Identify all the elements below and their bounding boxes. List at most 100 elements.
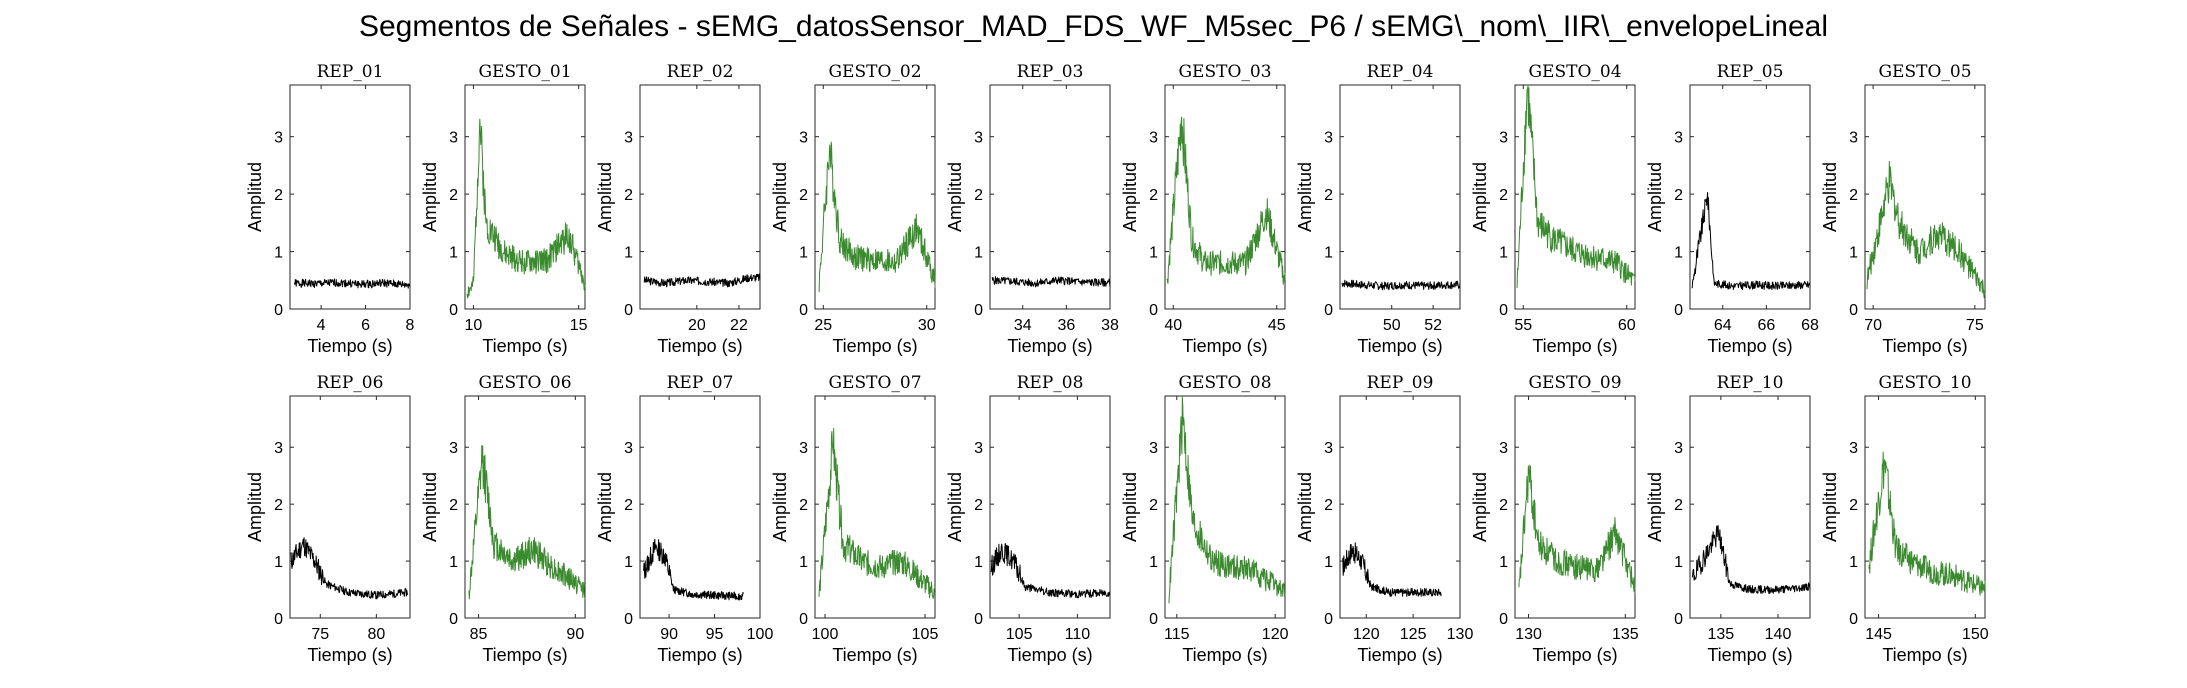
signal-line-gesto-08: [1168, 396, 1286, 604]
y-tick-label: 3: [799, 440, 808, 457]
y-tick-label: 0: [1499, 302, 1508, 319]
x-tick-label: 64: [1714, 317, 1732, 334]
y-tick-label: 2: [974, 497, 983, 514]
x-tick-label: 20: [688, 317, 706, 334]
y-tick-label: 1: [1849, 245, 1858, 262]
axes-box: [1339, 84, 1461, 310]
y-tick-label: 2: [624, 497, 633, 514]
subplot-rep-05: 0 1 2 3 64 66 68 REP_05 Tiempo (s) Amplitud: [1645, 62, 1819, 356]
x-tick-label: 75: [311, 626, 329, 643]
x-tick-label: 150: [1962, 626, 1989, 643]
y-tick-label: 0: [1149, 611, 1158, 628]
y-tick-label: 0: [1499, 611, 1508, 628]
signal-line-rep-10: [1691, 525, 1811, 594]
x-tick-label: 45: [1268, 317, 1286, 334]
y-tick-label: 2: [974, 187, 983, 204]
x-axis-label: Tiempo (s): [1532, 336, 1617, 356]
y-tick-label: 0: [1324, 611, 1333, 628]
axes-box: [1689, 395, 1811, 619]
x-axis-label: Tiempo (s): [832, 645, 917, 665]
x-tick-label: 85: [470, 626, 488, 643]
y-tick-label: 0: [974, 302, 983, 319]
axes-box: [1339, 395, 1461, 619]
y-tick-label: 3: [274, 440, 283, 457]
y-tick-label: 3: [1324, 440, 1333, 457]
signal-line-rep-04: [1341, 279, 1461, 291]
y-axis-label: Amplitud: [1645, 472, 1665, 542]
axes-box: [814, 395, 936, 619]
signal-line-gesto-10: [1868, 451, 1986, 596]
subplot-rep-07: 0 1 2 3 90 95 100 REP_07 Tiempo (s) Amplitud: [595, 373, 773, 665]
subplot-title: REP_01: [317, 62, 384, 82]
x-tick-label: 80: [367, 626, 385, 643]
y-tick-label: 2: [799, 187, 808, 204]
subplot-title: GESTO_10: [1878, 373, 1971, 393]
y-tick-label: 3: [799, 130, 808, 147]
x-tick-label: 145: [1865, 626, 1892, 643]
y-tick-label: 2: [1674, 187, 1683, 204]
signal-line-gesto-02: [818, 141, 936, 293]
subplot-gesto-03: 0 1 2 3 40 45 GESTO_03 Tiempo (s) Amplitud: [1120, 62, 1286, 356]
y-tick-label: 2: [1324, 497, 1333, 514]
x-tick-label: 70: [1864, 317, 1882, 334]
y-tick-label: 1: [1674, 554, 1683, 571]
signal-line-rep-07: [643, 538, 744, 601]
x-axis-label: Tiempo (s): [1532, 645, 1617, 665]
y-tick-label: 2: [274, 497, 283, 514]
y-axis-label: Amplitud: [1120, 472, 1140, 542]
y-tick-label: 2: [1499, 497, 1508, 514]
subplot-title: GESTO_04: [1528, 62, 1621, 82]
subplot-title: GESTO_01: [478, 62, 571, 82]
x-tick-label: 22: [730, 317, 748, 334]
y-tick-label: 1: [1499, 245, 1508, 262]
x-tick-label: 130: [1447, 626, 1474, 643]
y-axis-label: Amplitud: [1470, 162, 1490, 232]
x-axis-label: Tiempo (s): [1007, 336, 1092, 356]
signal-line-rep-09: [1342, 542, 1442, 597]
x-axis-label: Tiempo (s): [1182, 645, 1267, 665]
signal-line-rep-08: [990, 543, 1111, 599]
y-axis-label: Amplitud: [945, 162, 965, 232]
subplot-rep-02: 0 1 2 3 20 22 REP_02 Tiempo (s) Amplitud: [595, 62, 761, 356]
figure-title: Segmentos de Señales - sEMG_datosSensor_…: [358, 10, 1829, 43]
y-tick-label: 1: [274, 554, 283, 571]
x-tick-label: 66: [1757, 317, 1775, 334]
x-tick-label: 6: [361, 317, 370, 334]
subplot-gesto-10: 0 1 2 3 145 150 GESTO_10 Tiempo (s) Amplitud: [1820, 373, 1989, 665]
axes-box: [1864, 395, 1986, 619]
y-tick-label: 3: [974, 440, 983, 457]
x-tick-label: 75: [1966, 317, 1984, 334]
y-tick-label: 1: [974, 245, 983, 262]
y-tick-label: 1: [624, 554, 633, 571]
signal-line-rep-06: [290, 537, 409, 600]
x-tick-label: 4: [317, 317, 326, 334]
y-tick-label: 1: [1324, 245, 1333, 262]
subplot-title: GESTO_08: [1178, 373, 1271, 393]
x-axis-label: Tiempo (s): [657, 336, 742, 356]
y-axis-label: Amplitud: [770, 472, 790, 542]
y-axis-label: Amplitud: [245, 472, 265, 542]
y-tick-label: 2: [274, 187, 283, 204]
axes-box: [289, 395, 411, 619]
subplot-gesto-02: 0 1 2 3 25 30 GESTO_02 Tiempo (s) Amplitud: [770, 62, 936, 356]
y-tick-label: 3: [624, 440, 633, 457]
axes-box: [464, 395, 586, 619]
y-axis-label: Amplitud: [1470, 472, 1490, 542]
y-tick-label: 0: [1149, 302, 1158, 319]
x-axis-label: Tiempo (s): [307, 336, 392, 356]
x-axis-label: Tiempo (s): [1007, 645, 1092, 665]
signal-line-rep-01: [293, 278, 411, 289]
subplot-title: REP_02: [667, 62, 734, 82]
subplot-title: REP_05: [1717, 62, 1784, 82]
x-tick-label: 55: [1514, 317, 1532, 334]
y-tick-label: 3: [1849, 440, 1858, 457]
y-tick-label: 3: [1674, 130, 1683, 147]
y-tick-label: 1: [799, 554, 808, 571]
x-tick-label: 125: [1400, 626, 1427, 643]
y-tick-label: 0: [1849, 302, 1858, 319]
y-axis-label: Amplitud: [595, 472, 615, 542]
y-tick-label: 2: [1324, 187, 1333, 204]
y-tick-label: 2: [449, 187, 458, 204]
y-tick-label: 3: [1849, 130, 1858, 147]
